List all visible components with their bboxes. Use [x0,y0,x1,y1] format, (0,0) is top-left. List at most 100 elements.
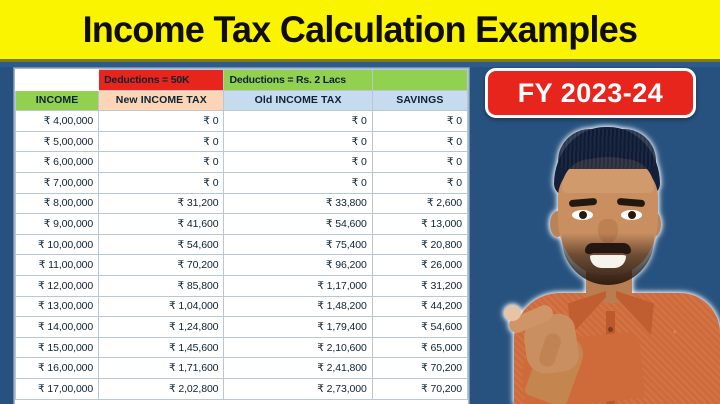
table-row: ₹ 14,00,000 ₹ 1,24,800 ₹ 1,79,400 ₹ 54,600 [15,316,468,338]
tax-table: Deductions = 50K Deductions = Rs. 2 Lacs… [15,69,468,400]
table-row: ₹ 15,00,000 ₹ 1,45,600 ₹ 2,10,600 ₹ 65,000 [15,336,468,359]
cell-old-income-tax: ₹ 75,400 [223,233,373,256]
deductions-old-label: Deductions = Rs. 2 Lacs [223,69,373,91]
presenter-mouth [590,253,626,268]
table-row: ₹ 16,00,000 ₹ 1,71,600 ₹ 2,41,800 ₹ 70,200 [15,357,468,379]
column-header-new-income-tax: New INCOME TAX [98,89,225,112]
presenter-fingertip [504,305,521,321]
cell-income: ₹ 15,00,000 [15,336,100,359]
column-header-income: INCOME [15,89,100,112]
table-row: ₹ 12,00,000 ₹ 85,800 ₹ 1,17,000 ₹ 31,200 [15,274,468,297]
cell-new-income-tax: ₹ 54,600 [98,233,225,256]
cell-income: ₹ 11,00,000 [15,254,100,276]
cell-old-income-tax: ₹ 1,48,200 [223,295,373,318]
cell-old-income-tax: ₹ 1,79,400 [223,316,373,338]
cell-income: ₹ 12,00,000 [15,274,100,297]
presenter-eye-right [621,210,642,220]
cell-new-income-tax: ₹ 0 [98,171,225,194]
cell-income: ₹ 5,00,000 [15,130,100,153]
cell-savings: ₹ 2,600 [371,192,468,215]
cell-new-income-tax: ₹ 1,24,800 [98,316,225,338]
table-row: ₹ 6,00,000 ₹ 0 ₹ 0 ₹ 0 [15,151,468,173]
presenter-cutout [470,115,720,404]
cell-old-income-tax: ₹ 0 [223,151,373,173]
table-row: ₹ 11,00,000 ₹ 70,200 ₹ 96,200 ₹ 26,000 [15,254,468,276]
cell-savings: ₹ 13,000 [371,213,468,235]
cell-new-income-tax: ₹ 1,45,600 [98,336,225,359]
deductions-header-row: Deductions = 50K Deductions = Rs. 2 Lacs [15,69,468,91]
cell-new-income-tax: ₹ 2,02,800 [98,377,225,400]
presenter-mustache [585,243,631,254]
cell-old-income-tax: ₹ 1,17,000 [223,274,373,297]
cell-savings: ₹ 70,200 [371,377,468,400]
table-row: ₹ 7,00,000 ₹ 0 ₹ 0 ₹ 0 [15,171,468,194]
table-row: ₹ 5,00,000 ₹ 0 ₹ 0 ₹ 0 [15,130,468,153]
cell-new-income-tax: ₹ 0 [98,130,225,153]
presenter-pupil-right [628,211,636,219]
cell-new-income-tax: ₹ 1,71,600 [98,357,225,379]
presenter-hair-texture [558,129,656,169]
olive-divider [0,59,720,62]
cell-savings: ₹ 31,200 [371,274,468,297]
cell-income: ₹ 6,00,000 [15,151,100,173]
cell-new-income-tax: ₹ 85,800 [98,274,225,297]
cell-savings: ₹ 44,200 [371,295,468,318]
cell-old-income-tax: ₹ 2,10,600 [223,336,373,359]
cell-new-income-tax: ₹ 1,04,000 [98,295,225,318]
cell-old-income-tax: ₹ 2,73,000 [223,377,373,400]
page-title: Income Tax Calculation Examples [82,9,638,50]
cell-income: ₹ 17,00,000 [15,377,100,400]
table-row: ₹ 9,00,000 ₹ 41,600 ₹ 54,600 ₹ 13,000 [15,213,468,235]
deductions-blank-cell [15,69,100,91]
cell-savings: ₹ 54,600 [371,316,468,338]
column-header-row: INCOME New INCOME TAX Old INCOME TAX SAV… [15,89,468,112]
cell-income: ₹ 4,00,000 [15,110,100,132]
cell-old-income-tax: ₹ 2,41,800 [223,357,373,379]
tax-table-panel: Deductions = 50K Deductions = Rs. 2 Lacs… [14,68,469,404]
table-row: ₹ 8,00,000 ₹ 31,200 ₹ 33,800 ₹ 2,600 [15,192,468,215]
cell-income: ₹ 16,00,000 [15,357,100,379]
fiscal-year-badge: FY 2023-24 [485,68,696,118]
cell-income: ₹ 13,00,000 [15,295,100,318]
cell-old-income-tax: ₹ 0 [223,110,373,132]
presenter-eye-left [572,210,593,220]
blue-divider [0,62,720,67]
presenter-shirt-button-top [608,327,613,332]
cell-savings: ₹ 20,800 [371,233,468,256]
cell-new-income-tax: ₹ 31,200 [98,192,225,215]
cell-old-income-tax: ₹ 0 [223,130,373,153]
cell-income: ₹ 7,00,000 [15,171,100,194]
title-banner: Income Tax Calculation Examples [0,0,720,59]
presenter-pupil-left [579,211,587,219]
cell-income: ₹ 9,00,000 [15,213,100,235]
table-row: ₹ 17,00,000 ₹ 2,02,800 ₹ 2,73,000 ₹ 70,200 [15,377,468,400]
cell-old-income-tax: ₹ 54,600 [223,213,373,235]
deductions-savings-blank [371,69,468,91]
cell-new-income-tax: ₹ 0 [98,110,225,132]
cell-old-income-tax: ₹ 96,200 [223,254,373,276]
table-row: ₹ 13,00,000 ₹ 1,04,000 ₹ 1,48,200 ₹ 44,200 [15,295,468,318]
column-header-old-income-tax: Old INCOME TAX [223,89,373,112]
deductions-new-label: Deductions = 50K [98,69,225,91]
column-header-savings: SAVINGS [371,89,468,112]
cell-income: ₹ 14,00,000 [15,316,100,338]
cell-savings: ₹ 65,000 [371,336,468,359]
fiscal-year-label: FY 2023-24 [517,77,664,108]
cell-savings: ₹ 0 [371,151,468,173]
cell-old-income-tax: ₹ 33,800 [223,192,373,215]
cell-old-income-tax: ₹ 0 [223,171,373,194]
presenter-outline [470,115,720,404]
cell-savings: ₹ 0 [371,110,468,132]
table-row: ₹ 10,00,000 ₹ 54,600 ₹ 75,400 ₹ 20,800 [15,233,468,256]
cell-savings: ₹ 70,200 [371,357,468,379]
cell-income: ₹ 10,00,000 [15,233,100,256]
cell-savings: ₹ 26,000 [371,254,468,276]
cell-income: ₹ 8,00,000 [15,192,100,215]
cell-new-income-tax: ₹ 41,600 [98,213,225,235]
cell-new-income-tax: ₹ 70,200 [98,254,225,276]
table-row: ₹ 4,00,000 ₹ 0 ₹ 0 ₹ 0 [15,110,468,132]
cell-new-income-tax: ₹ 0 [98,151,225,173]
cell-savings: ₹ 0 [371,130,468,153]
cell-savings: ₹ 0 [371,171,468,194]
